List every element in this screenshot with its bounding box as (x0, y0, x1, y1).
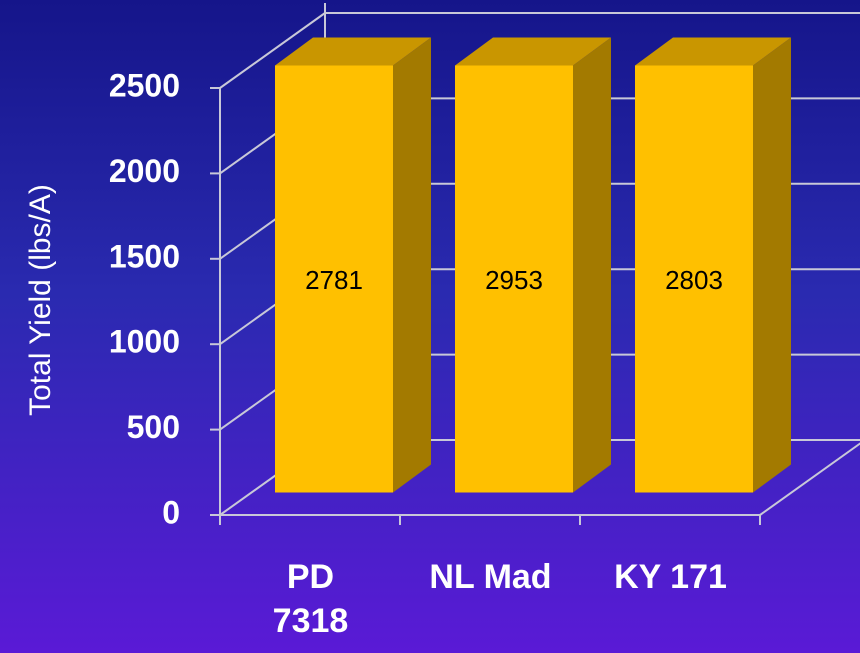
y-tick-label: 2500 (109, 67, 180, 103)
bar-top (275, 37, 431, 66)
bar (455, 65, 573, 493)
x-tick-label: NL Mad (429, 558, 552, 596)
value-label: 2803 (665, 265, 723, 295)
bar-side (393, 37, 431, 493)
x-tick-label: PD 7318 (272, 558, 349, 640)
y-tick-label: 500 (127, 409, 180, 445)
value-label: 2781 (305, 265, 363, 295)
y-axis-label: Total Yield (lbs/A) (24, 184, 57, 416)
bar (275, 65, 393, 493)
grid-line (219, 12, 326, 89)
bar-side (753, 37, 791, 493)
bar-top (635, 37, 791, 66)
floor-edge (759, 442, 860, 516)
y-tick-label: 0 (162, 494, 180, 530)
bar-side (573, 37, 611, 493)
y-tick-label: 1000 (109, 324, 180, 360)
bar-top (455, 37, 611, 66)
bar (635, 65, 753, 493)
value-label: 2953 (485, 265, 543, 295)
x-tick-label: KY 171 (614, 558, 727, 596)
y-tick-label: 2000 (109, 153, 180, 189)
bars: 2781 2953 2803 (275, 37, 791, 493)
y-tick-label: 1500 (109, 238, 180, 274)
